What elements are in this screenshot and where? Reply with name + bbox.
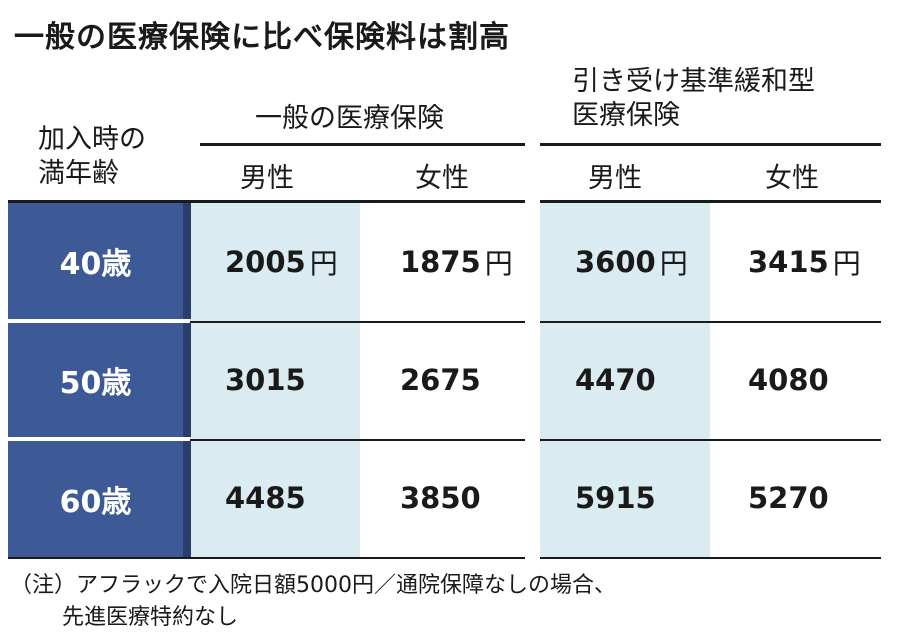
row-divider-1-right: [540, 321, 881, 323]
age-cell-40: 40歳: [8, 203, 191, 319]
cell-50-general-male: 3015: [225, 363, 306, 397]
table-top-rule-left: [8, 200, 525, 203]
unit-label: 円: [832, 247, 861, 280]
header-general-male: 男性: [240, 163, 294, 194]
group-header-relaxed-line1: 引き受け基準緩和型: [572, 66, 815, 97]
cell-60-general-female: 3850: [400, 481, 481, 515]
group-rule-relaxed: [540, 143, 881, 146]
unit-label: 円: [484, 247, 513, 280]
age-header-line1: 加入時の: [38, 124, 146, 155]
age-header-line2: 満年齢: [38, 158, 119, 189]
row-divider-2-left: [190, 439, 525, 441]
group-rule-general: [200, 143, 525, 146]
cell-60-general-male: 4485: [225, 481, 306, 515]
value: 3600: [575, 245, 656, 279]
male-column-band-general: [190, 203, 360, 558]
value: 1875: [400, 245, 481, 279]
cell-40-relaxed-female: 3415 円: [748, 203, 861, 321]
age-cell-60: 60歳: [8, 441, 191, 557]
cell-60-relaxed-female: 5270: [748, 481, 829, 515]
age-cell-50: 50歳: [8, 323, 191, 437]
table-bottom-rule-left: [8, 557, 525, 559]
cell-40-relaxed-male: 3600 円: [575, 203, 688, 321]
footnote-line1: （注）アフラックで入院日額5000円／通院保障なしの場合、: [10, 573, 616, 598]
cell-40-general-male: 2005 円: [225, 203, 338, 321]
group-header-relaxed-line2: 医療保険: [572, 100, 680, 131]
value: 3415: [748, 245, 829, 279]
cell-50-relaxed-male: 4470: [575, 363, 656, 397]
header-general-female: 女性: [415, 163, 469, 194]
male-column-band-relaxed: [540, 203, 710, 558]
cell-50-general-female: 2675: [400, 363, 481, 397]
cell-60-relaxed-male: 5915: [575, 481, 656, 515]
cell-50-relaxed-female: 4080: [748, 363, 829, 397]
unit-label: 円: [659, 247, 688, 280]
table-bottom-rule-right: [540, 557, 881, 559]
cell-40-general-female: 1875 円: [400, 203, 513, 321]
row-divider-1-left: [190, 321, 525, 323]
page-title: 一般の医療保険に比べ保険料は割高: [14, 20, 510, 55]
row-divider-2-right: [540, 439, 881, 441]
footnote-line2: 先進医療特約なし: [62, 605, 239, 630]
unit-label: 円: [309, 247, 338, 280]
value: 2005: [225, 245, 306, 279]
header-relaxed-female: 女性: [765, 163, 819, 194]
header-relaxed-male: 男性: [588, 163, 642, 194]
group-header-general: 一般の医療保険: [255, 103, 444, 134]
table-top-rule-right: [540, 200, 881, 203]
